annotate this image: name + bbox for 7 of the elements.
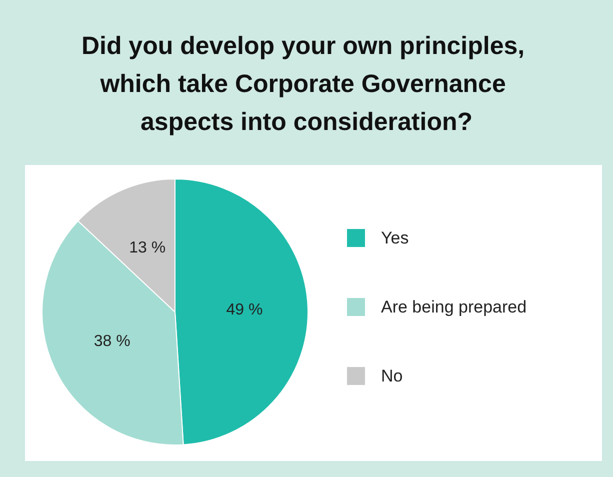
chart-title: Did you develop your own principles, which take Corporate Governance aspects into consideration? xyxy=(81,32,532,136)
data-label: 38 % xyxy=(94,333,130,350)
legend-label: Yes xyxy=(381,228,409,248)
data-label: 13 % xyxy=(129,240,166,257)
legend-label: No xyxy=(381,366,403,386)
data-label: 49 % xyxy=(226,301,263,318)
legend-label: Are being prepared xyxy=(381,298,527,316)
